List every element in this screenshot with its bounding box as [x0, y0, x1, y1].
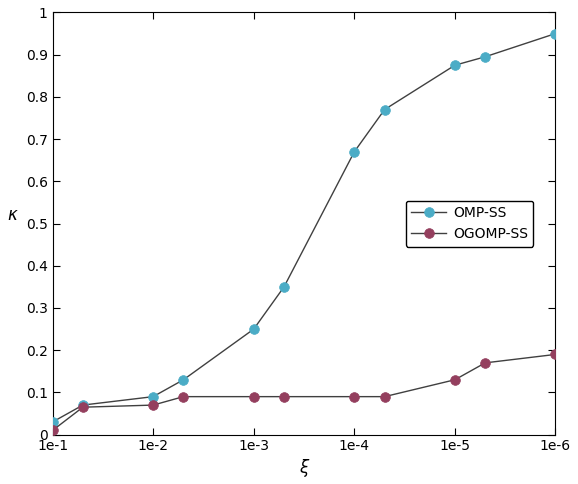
OGOMP-SS [351, 394, 358, 400]
OMP-SS [280, 284, 287, 290]
OMP-SS [481, 54, 488, 60]
OMP-SS [150, 394, 157, 400]
OMP-SS [381, 106, 388, 112]
OGOMP-SS [481, 360, 488, 366]
OGOMP-SS [552, 351, 559, 357]
OGOMP-SS [451, 377, 458, 383]
Y-axis label: κ: κ [7, 206, 17, 224]
Line: OMP-SS: OMP-SS [48, 29, 560, 427]
OGOMP-SS [250, 394, 257, 400]
OGOMP-SS [150, 402, 157, 408]
X-axis label: ξ: ξ [299, 459, 309, 477]
OGOMP-SS [381, 394, 388, 400]
OGOMP-SS [49, 427, 56, 433]
OMP-SS [250, 326, 257, 332]
OGOMP-SS [180, 394, 187, 400]
Legend: OMP-SS, OGOMP-SS: OMP-SS, OGOMP-SS [406, 200, 533, 246]
OMP-SS [79, 402, 86, 408]
OMP-SS [552, 30, 559, 36]
OMP-SS [351, 149, 358, 155]
Line: OGOMP-SS: OGOMP-SS [48, 349, 560, 435]
OMP-SS [451, 62, 458, 68]
OGOMP-SS [280, 394, 287, 400]
OMP-SS [49, 419, 56, 425]
OGOMP-SS [79, 404, 86, 410]
OMP-SS [180, 377, 187, 383]
